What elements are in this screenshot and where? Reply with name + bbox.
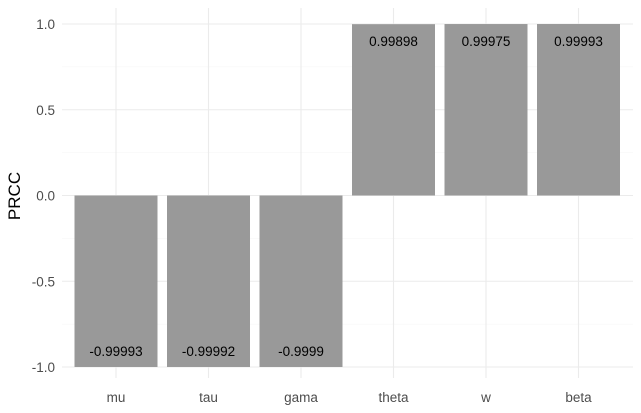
data-label: -0.99992 [182,344,235,359]
bar-tau [167,195,250,367]
x-tick-label: mu [107,390,126,405]
bar-gama [259,195,343,367]
x-tick-label: tau [199,390,218,405]
data-label: -0.99993 [89,344,142,359]
y-tick-labels: -1.0 -0.5 0.0 0.5 1.0 [32,17,55,375]
y-tick-label: 1.0 [36,17,55,32]
x-tick-label: gama [284,390,318,405]
data-label: 0.99993 [554,34,603,49]
bar-theta [352,24,435,196]
data-label: -0.9999 [278,344,324,359]
bar-beta [537,24,620,196]
x-tick-labels: mu tau gama theta w beta [107,390,593,405]
data-label: 0.99898 [369,34,418,49]
y-axis-title: PRCC [5,172,24,220]
data-label: 0.99975 [462,34,511,49]
data-labels: -0.99993 -0.99992 -0.9999 0.99898 0.99975 0.9… [89,34,603,359]
y-tick-label: 0.5 [36,103,55,118]
y-tick-label: -1.0 [32,360,55,375]
bar-mu [74,195,158,367]
x-tick-label: w [480,390,491,405]
bar-w [444,24,528,196]
x-tick-label: beta [565,390,592,405]
bars-group [74,24,620,367]
x-tick-label: theta [378,390,409,405]
y-tick-label: -0.5 [32,274,55,289]
y-tick-label: 0.0 [36,189,55,204]
